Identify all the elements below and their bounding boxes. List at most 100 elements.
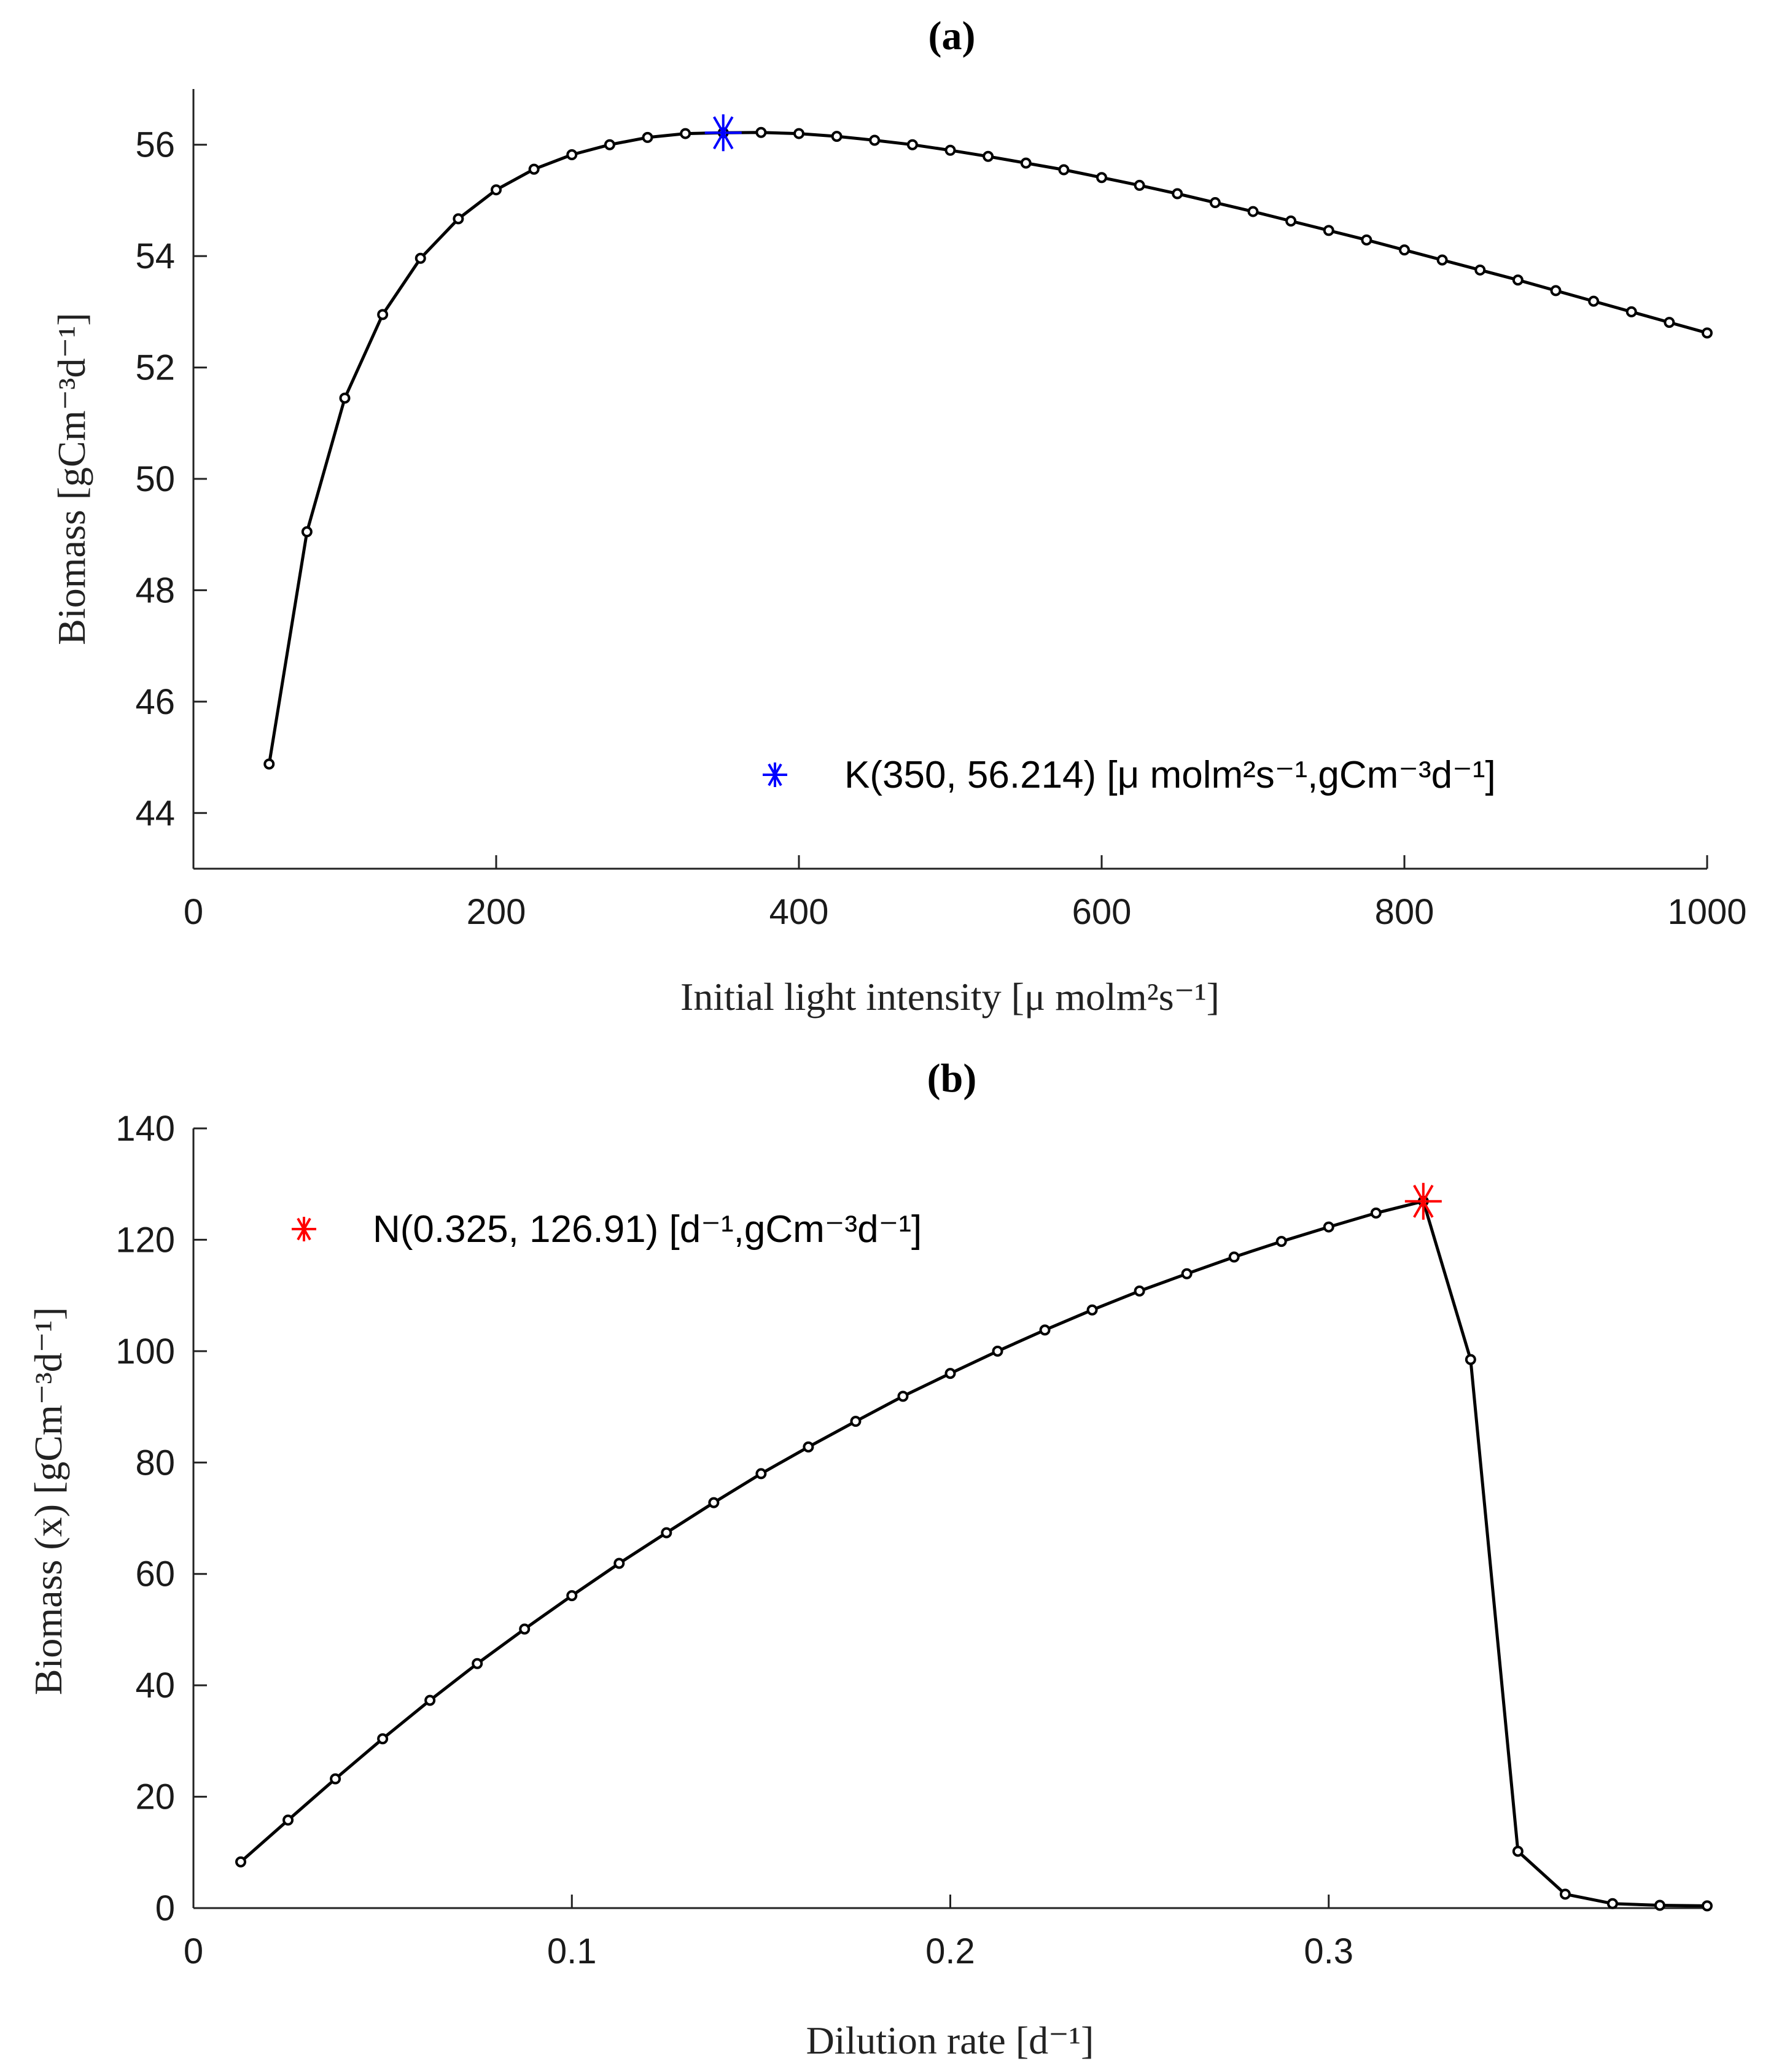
y-tick-label: 52 <box>135 348 175 388</box>
data-point <box>1625 306 1637 317</box>
data-point <box>897 1391 909 1402</box>
data-point <box>992 1345 1003 1357</box>
panel-b-y-ticks: 0 20 40 60 80 100 120 140 <box>115 1109 207 1928</box>
data-point <box>944 1368 956 1379</box>
panel-a-legend: K(350, 56.214) [μ molm²s⁻¹,gCm⁻³d⁻¹] <box>763 754 1496 796</box>
panel-a-y-ticks: 44 46 48 50 52 54 56 <box>135 125 207 833</box>
panel-b-x-ticks: 0 0.1 0.2 0.3 <box>184 1895 1353 1971</box>
panel-a-series <box>263 114 1713 770</box>
data-point <box>1172 188 1183 200</box>
data-point <box>1654 1899 1665 1911</box>
data-point <box>1512 274 1524 286</box>
data-point <box>1361 234 1372 246</box>
data-point <box>869 134 881 146</box>
data-point <box>850 1416 862 1427</box>
y-tick-label: 100 <box>115 1332 175 1372</box>
data-point <box>1399 244 1410 256</box>
x-tick-label: 0.3 <box>1304 1931 1353 1971</box>
data-point <box>1020 157 1032 169</box>
y-tick-label: 40 <box>135 1666 175 1705</box>
data-point <box>793 128 804 139</box>
panel-b-x-axis-label: Dilution rate [d⁻¹] <box>806 2019 1094 2062</box>
highlight-marker <box>1404 1182 1442 1220</box>
x-tick-label: 600 <box>1072 892 1132 932</box>
series-line <box>239 1200 1708 1907</box>
y-tick-label: 46 <box>135 682 175 722</box>
data-point <box>1436 254 1448 266</box>
data-point <box>1606 1898 1618 1909</box>
panel-b-legend-marker <box>292 1217 316 1241</box>
data-point <box>1247 206 1259 217</box>
y-tick-label: 48 <box>135 570 175 610</box>
data-point <box>1134 1285 1145 1297</box>
y-tick-label: 120 <box>115 1220 175 1260</box>
data-point <box>1039 1324 1051 1336</box>
data-point <box>1474 264 1486 276</box>
data-point <box>1370 1207 1382 1219</box>
data-point <box>415 252 426 264</box>
data-point <box>803 1441 814 1453</box>
panel-a-legend-marker <box>763 762 787 787</box>
data-point <box>377 1733 389 1745</box>
data-point <box>1323 225 1334 236</box>
data-point <box>1512 1845 1524 1857</box>
data-point <box>983 150 994 162</box>
x-tick-label: 1000 <box>1667 892 1746 932</box>
data-point <box>491 184 502 196</box>
y-tick-label: 0 <box>155 1888 175 1928</box>
data-point <box>604 139 615 150</box>
x-tick-label: 800 <box>1375 892 1434 932</box>
data-point <box>566 149 578 161</box>
panel-a-y-axis-label: Biomass [gCm⁻³d⁻¹] <box>50 312 93 645</box>
panel-a-axes <box>192 89 1707 870</box>
data-point <box>1209 197 1221 209</box>
data-point <box>566 1590 578 1602</box>
x-tick-label: 0 <box>184 892 203 932</box>
data-point <box>1559 1888 1571 1900</box>
panel-b-series <box>235 1182 1713 1912</box>
y-tick-label: 44 <box>135 793 175 833</box>
y-tick-label: 20 <box>135 1777 175 1817</box>
panel-a-legend-label: K(350, 56.214) [μ molm²s⁻¹,gCm⁻³d⁻¹] <box>844 754 1496 796</box>
highlight-marker <box>704 114 742 152</box>
data-point <box>472 1658 483 1669</box>
data-point <box>1285 215 1297 227</box>
data-point <box>1465 1354 1476 1365</box>
data-point <box>613 1558 625 1569</box>
panel-a-x-ticks: 0 200 400 600 800 1000 <box>184 855 1747 932</box>
y-tick-label: 56 <box>135 125 175 165</box>
data-point <box>1086 1304 1098 1316</box>
data-point <box>831 131 843 142</box>
data-point <box>519 1623 531 1635</box>
y-tick-label: 140 <box>115 1109 175 1149</box>
data-point <box>1058 164 1070 176</box>
data-point <box>301 526 313 538</box>
data-point <box>282 1814 294 1826</box>
y-tick-label: 54 <box>135 236 175 276</box>
data-point <box>1702 327 1713 339</box>
data-point <box>1228 1251 1240 1263</box>
y-tick-label: 50 <box>135 459 175 499</box>
data-point <box>377 309 389 320</box>
data-point <box>708 1497 720 1508</box>
data-point <box>944 144 956 156</box>
x-tick-label: 400 <box>769 892 829 932</box>
data-point <box>680 128 691 139</box>
data-point <box>1181 1268 1193 1279</box>
panel-b-chart: (b) 0 0.1 0.2 0.3 0 20 40 60 80 100 120 140 Diluti… <box>26 1056 1713 2062</box>
panel-b-title: (b) <box>927 1056 977 1101</box>
data-point <box>1323 1221 1334 1233</box>
data-point <box>1096 172 1107 184</box>
series-line <box>267 131 1708 764</box>
data-point <box>339 392 351 404</box>
panel-b-y-axis-label: Biomass (x) [gCm⁻³d⁻¹] <box>26 1307 70 1695</box>
x-tick-label: 0 <box>184 1931 203 1971</box>
panel-a-chart: (a) 0 200 400 600 800 1000 44 46 48 50 52 54 56 Ini… <box>50 14 1747 1019</box>
data-point <box>1550 285 1562 297</box>
data-point <box>1134 179 1145 191</box>
data-point <box>1588 295 1600 307</box>
data-point <box>528 163 540 175</box>
data-point <box>424 1694 436 1706</box>
data-point <box>755 1468 767 1480</box>
